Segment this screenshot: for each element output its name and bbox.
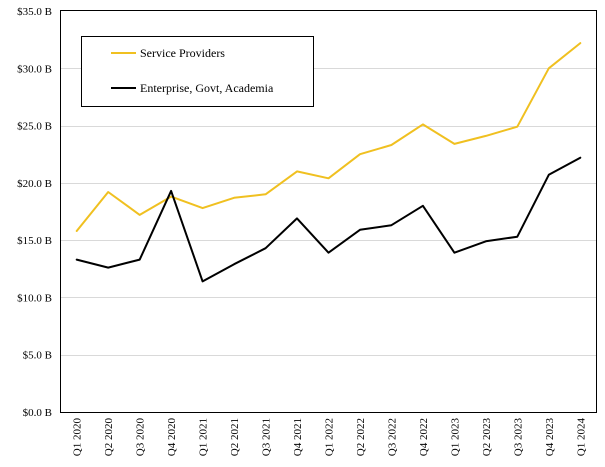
data-point-service-providers bbox=[233, 197, 235, 199]
x-tick-label: Q3 2020 bbox=[135, 418, 147, 457]
data-point-service-providers bbox=[107, 191, 109, 193]
y-tick-label: $10.0 B bbox=[17, 292, 52, 304]
x-tick-label: Q2 2023 bbox=[481, 418, 493, 457]
data-point-service-providers bbox=[548, 67, 550, 69]
data-point-enterprise-govt-academia bbox=[202, 280, 204, 282]
series-line-enterprise-govt-academia bbox=[75, 156, 582, 283]
x-tick-label: Q4 2023 bbox=[544, 418, 556, 457]
y-tick-label: $0.0 B bbox=[23, 407, 52, 419]
legend-label-enterprise-govt-academia: Enterprise, Govt, Academia bbox=[140, 81, 274, 95]
data-point-service-providers bbox=[76, 230, 78, 232]
data-point-enterprise-govt-academia bbox=[359, 229, 361, 231]
x-axis-tick-labels: Q1 2020 Q2 2020 Q3 2020 Q4 2020 Q1 2021 Q2 20… bbox=[72, 418, 588, 457]
data-point-enterprise-govt-academia bbox=[233, 263, 235, 265]
data-point-enterprise-govt-academia bbox=[328, 252, 330, 254]
data-point-enterprise-govt-academia bbox=[485, 240, 487, 242]
data-point-enterprise-govt-academia bbox=[139, 259, 141, 261]
x-tick-label: Q2 2020 bbox=[103, 418, 115, 457]
x-tick-label: Q3 2023 bbox=[512, 418, 524, 457]
data-point-enterprise-govt-academia bbox=[516, 236, 518, 238]
gridlines bbox=[61, 68, 596, 356]
data-point-service-providers bbox=[390, 144, 392, 146]
chart-border bbox=[60, 10, 597, 413]
data-point-service-providers bbox=[139, 214, 141, 216]
data-point-service-providers bbox=[359, 153, 361, 155]
y-tick-label: $15.0 B bbox=[17, 235, 52, 247]
x-tick-label: Q1 2023 bbox=[449, 418, 461, 457]
data-point-service-providers bbox=[516, 126, 518, 128]
x-tick-label: Q4 2021 bbox=[292, 418, 304, 456]
series-lines bbox=[75, 42, 582, 283]
y-tick-label: $30.0 B bbox=[17, 63, 52, 75]
legend: Service Providers Enterprise, Govt, Acad… bbox=[81, 36, 314, 107]
x-tick-label: Q3 2022 bbox=[386, 418, 398, 456]
data-point-enterprise-govt-academia bbox=[265, 247, 267, 249]
series-line-service-providers bbox=[75, 42, 582, 232]
data-point-enterprise-govt-academia bbox=[548, 174, 550, 176]
legend-box bbox=[81, 36, 314, 107]
data-point-enterprise-govt-academia bbox=[453, 252, 455, 254]
y-tick-label: $35.0 B bbox=[17, 6, 52, 18]
x-tick-label: Q4 2022 bbox=[418, 418, 430, 456]
x-tick-label: Q1 2020 bbox=[72, 418, 84, 457]
data-point-service-providers bbox=[265, 193, 267, 195]
data-point-service-providers bbox=[202, 207, 204, 209]
x-tick-label: Q1 2024 bbox=[575, 418, 587, 457]
y-tick-label: $20.0 B bbox=[17, 178, 52, 190]
data-point-enterprise-govt-academia bbox=[422, 205, 424, 207]
data-point-service-providers bbox=[422, 123, 424, 125]
x-tick-label: Q1 2021 bbox=[198, 418, 210, 456]
data-point-enterprise-govt-academia bbox=[296, 217, 298, 219]
legend-label-service-providers: Service Providers bbox=[140, 46, 225, 60]
data-point-enterprise-govt-academia bbox=[579, 157, 581, 159]
data-point-service-providers bbox=[328, 177, 330, 179]
x-tick-label: Q2 2022 bbox=[355, 418, 367, 456]
x-tick-label: Q2 2021 bbox=[229, 418, 241, 456]
y-tick-label: $25.0 B bbox=[17, 121, 52, 133]
data-point-service-providers bbox=[453, 143, 455, 145]
x-tick-label: Q4 2020 bbox=[166, 418, 178, 457]
y-axis-tick-labels: $0.0 B $5.0 B $10.0 B $15.0 B $20.0 B $25.0 B… bbox=[17, 6, 52, 419]
data-point-service-providers bbox=[485, 135, 487, 137]
y-tick-label: $5.0 B bbox=[23, 350, 52, 362]
data-point-enterprise-govt-academia bbox=[76, 259, 78, 261]
data-point-service-providers bbox=[579, 42, 581, 44]
data-point-service-providers bbox=[296, 170, 298, 172]
x-tick-label: Q1 2022 bbox=[324, 418, 336, 456]
data-point-enterprise-govt-academia bbox=[170, 190, 172, 192]
x-tick-label: Q3 2021 bbox=[261, 418, 273, 456]
data-point-enterprise-govt-academia bbox=[390, 224, 392, 226]
data-point-enterprise-govt-academia bbox=[107, 267, 109, 269]
